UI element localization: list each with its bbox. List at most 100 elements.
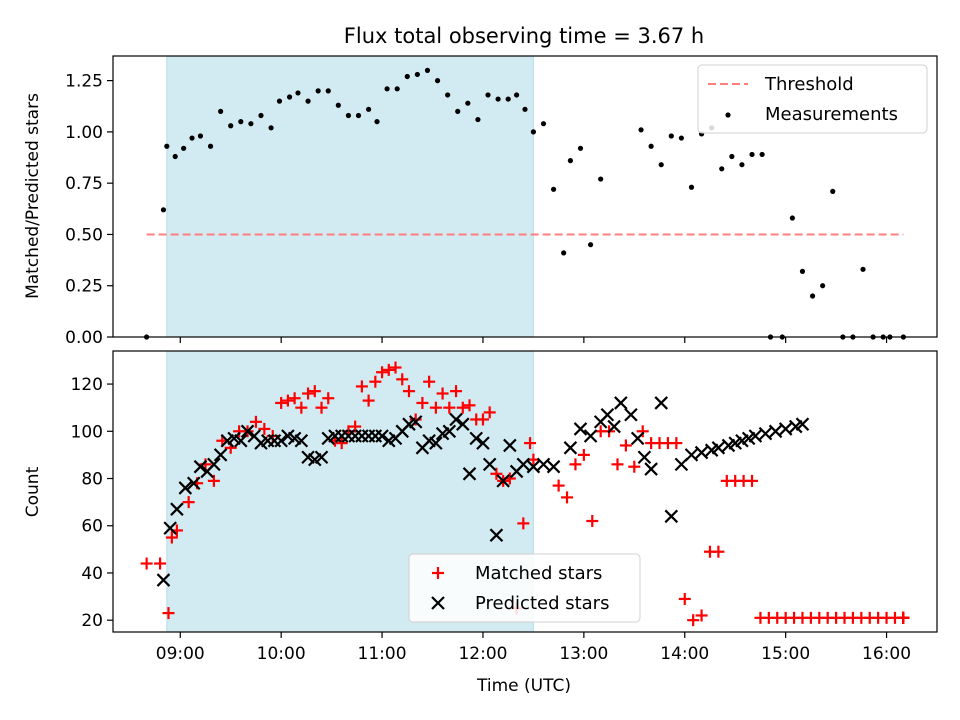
predicted-star-point <box>600 407 615 422</box>
measurement-point <box>374 119 380 125</box>
xtick-label: 13:00 <box>559 644 608 664</box>
ytick-label: 1.00 <box>65 123 103 143</box>
measurement-point <box>522 106 528 112</box>
predicted-star-point <box>482 457 497 472</box>
measurement-point <box>434 78 441 84</box>
matched-star-point <box>154 557 167 570</box>
measurement-point <box>799 268 806 274</box>
matched-star-point <box>258 422 271 435</box>
top-axes-frame <box>112 55 938 338</box>
measurement-point <box>228 123 234 129</box>
top-shaded-span <box>166 55 534 338</box>
ytick-label: 100 <box>71 422 103 442</box>
predicted-star-point <box>684 448 699 462</box>
legend-measurements-label: Measurements <box>765 104 898 125</box>
matched-star-point <box>302 387 315 400</box>
measurement-point <box>218 108 224 114</box>
measurement-point <box>172 153 178 160</box>
xtick-label: 16:00 <box>862 644 911 664</box>
predicted-star-point <box>573 422 588 436</box>
measurement-point <box>238 119 244 125</box>
measurement-point <box>207 143 214 149</box>
measurement-point <box>809 293 816 299</box>
predicted-star-point <box>375 429 389 443</box>
predicted-star-point <box>186 476 201 491</box>
matched-star-point <box>429 401 442 414</box>
measurement-point <box>189 135 195 141</box>
bottom-xticks: 09:00 10:00 11:00 12:00 13:00 14:00 15:00 16:00 <box>156 632 911 664</box>
measurement-point <box>414 71 420 78</box>
matched-star-point <box>369 375 382 388</box>
measurement-point <box>366 106 372 112</box>
xtick-label: 15:00 <box>761 644 810 664</box>
predicted-star-point <box>614 396 628 410</box>
matched-star-point <box>140 557 153 570</box>
predicted-star-point <box>156 573 171 587</box>
matched-star-point <box>409 413 422 426</box>
top-xticks <box>179 337 888 343</box>
matched-star-point <box>517 517 530 530</box>
measurement-point <box>759 151 765 158</box>
predicted-star-point <box>469 431 484 446</box>
predicted-points <box>156 396 810 587</box>
measurement-point <box>638 127 644 133</box>
predicted-star-point <box>207 457 221 472</box>
legend-matched-label: Matched stars <box>475 563 602 584</box>
ytick-label: 120 <box>71 375 103 395</box>
measurement-point <box>258 112 264 119</box>
measurement-point <box>587 242 594 248</box>
matched-star-point <box>490 467 503 480</box>
matched-star-point <box>678 592 691 605</box>
predicted-star-point <box>758 426 773 441</box>
matched-star-point <box>687 614 700 627</box>
xtick-label: 09:00 <box>156 644 205 664</box>
measurement-point <box>455 108 461 114</box>
matched-star-point <box>275 396 288 409</box>
predicted-star-point <box>476 436 490 450</box>
predicted-star-point <box>496 474 510 488</box>
matched-star-point <box>249 415 262 428</box>
bottom-legend: Matched stars Predicted stars <box>408 553 641 623</box>
matched-star-point <box>695 609 708 622</box>
measurement-point <box>315 88 321 94</box>
predicted-star-point <box>408 415 423 429</box>
predicted-star-point <box>178 481 193 495</box>
measurement-point <box>561 250 567 256</box>
predicted-star-point <box>607 419 621 434</box>
predicted-star-point <box>294 433 309 448</box>
matched-star-point <box>561 491 574 504</box>
measurement-point <box>335 102 341 108</box>
bottom-axes-frame <box>112 350 938 633</box>
measurement-point <box>248 121 254 127</box>
matched-star-point <box>524 437 537 450</box>
matched-star-point <box>463 399 476 412</box>
measurement-point <box>325 88 331 94</box>
predicted-star-point <box>429 436 443 450</box>
predicted-star-point <box>795 417 810 431</box>
predicted-star-point <box>170 502 184 516</box>
measurement-point <box>678 135 684 141</box>
ytick-label: 20 <box>81 611 103 631</box>
predicted-star-point <box>193 459 208 474</box>
figure-title: Flux total observing time = 3.67 h <box>344 24 704 48</box>
top-yticks: 0.00 0.25 0.50 0.75 1.00 1.25 <box>65 72 113 348</box>
matched-star-point <box>611 458 624 471</box>
matched-star-point <box>402 385 415 398</box>
measurement-point <box>598 176 604 182</box>
matched-star-point <box>315 401 328 414</box>
predicted-star-point <box>314 450 329 465</box>
predicted-star-point <box>637 450 652 465</box>
bottom-panel: 20 40 60 80 100 120 09:00 10:00 11:00 12:00 13:00… <box>23 350 938 696</box>
measurement-point <box>355 112 362 119</box>
predicted-star-point <box>516 457 531 472</box>
matched-star-point <box>349 420 362 433</box>
matched-star-point <box>636 425 649 438</box>
measurement-point <box>394 86 400 92</box>
matched-star-point <box>712 545 725 558</box>
legend-measurements-swatch <box>725 112 731 118</box>
predicted-star-point <box>442 424 457 439</box>
matched-star-point <box>162 607 175 620</box>
measurement-point <box>749 151 755 158</box>
predicted-star-point <box>546 459 561 474</box>
measurement-point <box>729 153 735 160</box>
